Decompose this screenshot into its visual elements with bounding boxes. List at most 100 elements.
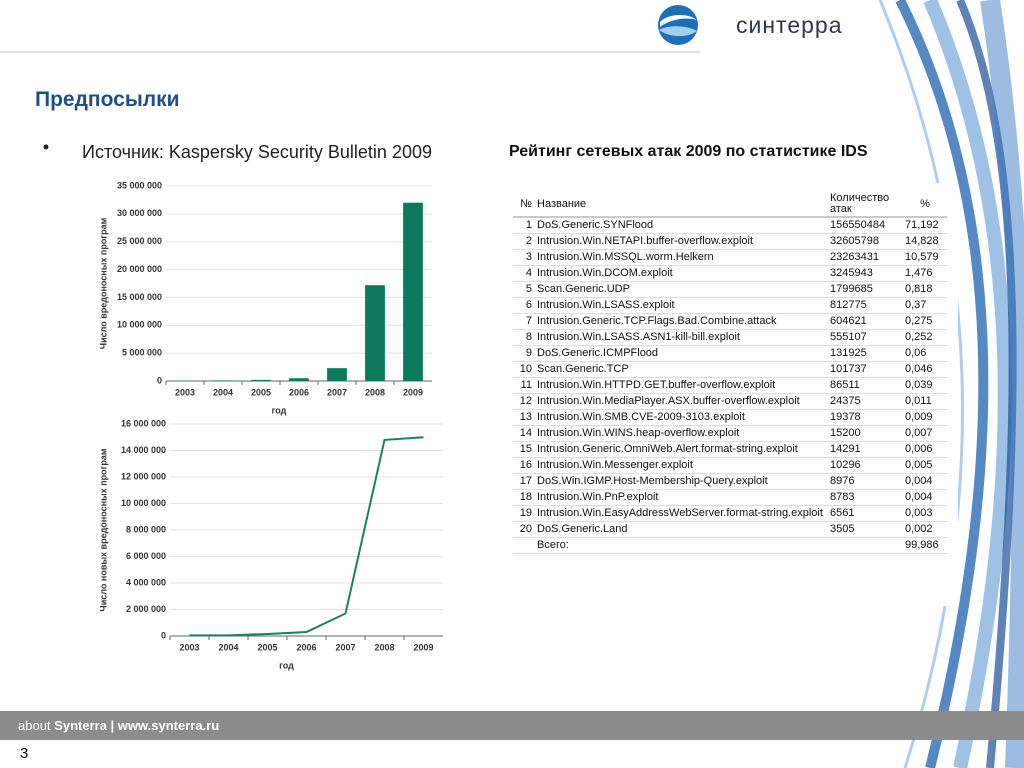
table-cell: 19 bbox=[513, 505, 535, 522]
table-cell: 555107 bbox=[827, 329, 903, 346]
table-cell: 8783 bbox=[827, 489, 903, 506]
table-cell: 20 bbox=[513, 521, 535, 538]
table-cell: 5 bbox=[513, 281, 535, 298]
x-tick-label: 2004 bbox=[213, 387, 233, 397]
table-row: 16 Intrusion.Win.Messenger.exploit 10296 0,… bbox=[513, 457, 947, 474]
table-row: 7 Intrusion.Generic.TCP.Flags.Bad.Combine… bbox=[513, 313, 947, 330]
table-row: 15 Intrusion.Generic.OmniWeb.Alert.format… bbox=[513, 441, 947, 458]
table-cell: Intrusion.Win.WINS.heap-overflow.exploit bbox=[534, 425, 828, 442]
table-cell: 14 bbox=[513, 425, 535, 442]
y-tick-label: 8 000 000 bbox=[126, 524, 166, 534]
table-cell: DoS.Generic.SYNFlood bbox=[534, 217, 828, 234]
y-tick-label: 10 000 000 bbox=[117, 320, 162, 330]
table-cell: Intrusion.Win.EasyAddressWebServer.forma… bbox=[534, 505, 828, 522]
table-cell: 0,818 bbox=[902, 281, 947, 298]
x-tick-label: 2005 bbox=[257, 642, 277, 652]
table-title: Рейтинг сетевых атак 2009 по статистике … bbox=[509, 143, 868, 160]
table-row: № Название Количество атак% bbox=[513, 192, 947, 218]
table-cell: 15 bbox=[513, 441, 535, 458]
x-axis-label: год bbox=[279, 660, 294, 670]
y-tick-label: 30 000 000 bbox=[117, 208, 162, 218]
table-cell: 0,252 bbox=[902, 329, 947, 346]
footer-about: about bbox=[18, 718, 51, 733]
table-cell: 16 bbox=[513, 457, 535, 474]
table-cell: Intrusion.Win.MediaPlayer.ASX.buffer-ove… bbox=[534, 393, 828, 410]
table-row: 13 Intrusion.Win.SMB.CVE-2009-3103.exploi… bbox=[513, 409, 947, 426]
x-tick-label: 2005 bbox=[251, 387, 271, 397]
table-cell: Intrusion.Win.NETAPI.buffer-overflow.exp… bbox=[534, 233, 828, 250]
table-cell: 14291 bbox=[827, 441, 903, 458]
table-cell: 0,003 bbox=[902, 505, 947, 522]
attack-table: № Название Количество атак% 1 DoS.Generic.SY… bbox=[513, 192, 947, 554]
y-tick-label: 10 000 000 bbox=[121, 498, 166, 508]
table-cell: Scan.Generic.UDP bbox=[534, 281, 828, 298]
table-row: 12 Intrusion.Win.MediaPlayer.ASX.buffer-o… bbox=[513, 393, 947, 410]
table-row: 14 Intrusion.Win.WINS.heap-overflow.explo… bbox=[513, 425, 947, 442]
y-axis-label: Число вредоносных програм bbox=[98, 217, 108, 349]
x-tick-label: 2008 bbox=[365, 387, 385, 397]
bullet-text: Источник: Kaspersky Security Bulletin 20… bbox=[82, 142, 432, 162]
y-tick-label: 12 000 000 bbox=[121, 471, 166, 481]
table-cell: 0,005 bbox=[902, 457, 947, 474]
y-tick-label: 14 000 000 bbox=[121, 445, 166, 455]
bar bbox=[365, 285, 385, 381]
table-cell: 19378 bbox=[827, 409, 903, 426]
x-tick-label: 2007 bbox=[335, 642, 355, 652]
x-tick-label: 2008 bbox=[374, 642, 394, 652]
y-tick-label: 0 bbox=[157, 375, 162, 385]
table-cell: 13 bbox=[513, 409, 535, 426]
table-cell: 0,06 bbox=[902, 345, 947, 362]
table-cell: Название bbox=[534, 192, 828, 218]
table-cell: DoS.Generic.ICMPFlood bbox=[534, 345, 828, 362]
logo-mark bbox=[658, 5, 698, 45]
y-tick-label: 4 000 000 bbox=[126, 577, 166, 587]
table-cell: Intrusion.Win.Messenger.exploit bbox=[534, 457, 828, 474]
table-cell: 1 bbox=[513, 217, 535, 234]
table-cell: 8976 bbox=[827, 473, 903, 490]
table-cell: 0,009 bbox=[902, 409, 947, 426]
table-cell: Количество атак bbox=[827, 192, 903, 218]
table-row: 10 Scan.Generic.TCP 101737 0,046 bbox=[513, 361, 947, 378]
table-cell: 12 bbox=[513, 393, 535, 410]
table-cell: Всего: bbox=[534, 537, 828, 554]
table-cell: Intrusion.Generic.OmniWeb.Alert.format-s… bbox=[534, 441, 828, 458]
bar bbox=[213, 380, 233, 381]
table-cell: 32605798 bbox=[827, 233, 903, 250]
table-cell: 24375 bbox=[827, 393, 903, 410]
table-cell: 3245943 bbox=[827, 265, 903, 282]
x-tick-label: 2006 bbox=[296, 642, 316, 652]
table-cell: 0,046 bbox=[902, 361, 947, 378]
table-cell: 0,002 bbox=[902, 521, 947, 538]
table-row: 20 DoS.Generic.Land 3505 0,002 bbox=[513, 521, 947, 538]
table-cell: 604621 bbox=[827, 313, 903, 330]
table-row: 19 Intrusion.Win.EasyAddressWebServer.for… bbox=[513, 505, 947, 522]
y-tick-label: 16 000 000 bbox=[121, 418, 166, 428]
table-cell: 6561 bbox=[827, 505, 903, 522]
table-cell: 0,37 bbox=[902, 297, 947, 314]
x-tick-label: 2007 bbox=[327, 387, 347, 397]
table-cell: 71,192 bbox=[902, 217, 947, 234]
table-cell: DoS.Win.IGMP.Host-Membership-Query.explo… bbox=[534, 473, 828, 490]
table-cell: 0,275 bbox=[902, 313, 947, 330]
table-cell: 0,006 bbox=[902, 441, 947, 458]
y-tick-label: 0 bbox=[161, 630, 166, 640]
table-cell: 131925 bbox=[827, 345, 903, 362]
table-cell bbox=[827, 537, 903, 554]
table-cell: 11 bbox=[513, 377, 535, 394]
x-tick-label: 2003 bbox=[179, 642, 199, 652]
decor-swooshes bbox=[878, 0, 1024, 768]
table-row: Всего: 99,986 bbox=[513, 537, 947, 554]
table-cell: 14,828 bbox=[902, 233, 947, 250]
table-cell: 2 bbox=[513, 233, 535, 250]
table-cell: Intrusion.Win.MSSQL.worm.Helkern bbox=[534, 249, 828, 266]
bar bbox=[289, 378, 309, 381]
slide-title: Предпосылки bbox=[35, 88, 180, 111]
table-row: 11 Intrusion.Win.HTTPD.GET.buffer-overflo… bbox=[513, 377, 947, 394]
table-cell: 7 bbox=[513, 313, 535, 330]
table-cell: 0,011 bbox=[902, 393, 947, 410]
page-number: 3 bbox=[20, 745, 29, 762]
table-cell: % bbox=[902, 192, 947, 218]
logo-text: синтерра bbox=[736, 12, 843, 38]
